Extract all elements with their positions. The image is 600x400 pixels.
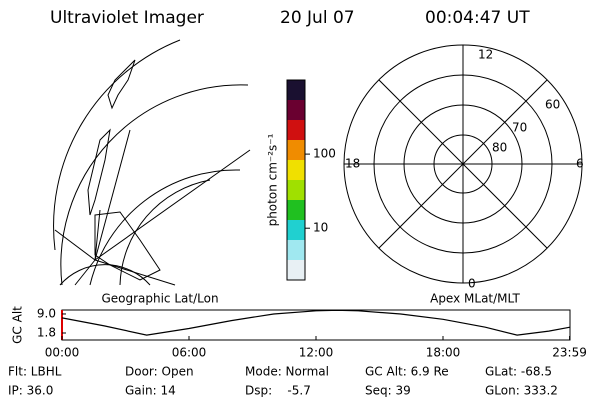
ring-label: 80 xyxy=(492,141,507,155)
status-field: IP: 36.0 xyxy=(8,384,53,398)
status-field: Flt: LBHL xyxy=(8,365,62,379)
alt-plot-frame xyxy=(61,309,571,341)
colorbar-tick-label: 10 xyxy=(313,221,328,235)
x-tick-label: 12:00 xyxy=(299,346,334,360)
colorbar-tick-label: 100 xyxy=(313,147,336,161)
colorbar-label: photon cm⁻²s⁻¹ xyxy=(266,133,280,226)
map-caption: Geographic Lat/Lon xyxy=(101,292,218,306)
polar-caption: Apex MLat/MLT xyxy=(430,292,520,306)
polar-grid xyxy=(343,44,583,284)
date: 20 Jul 07 xyxy=(280,8,355,28)
altitude-line xyxy=(61,309,571,336)
y-tick-label: 9.0 xyxy=(37,306,56,320)
time: 00:04:47 UT xyxy=(425,8,530,28)
status-field: Door: Open xyxy=(125,365,194,379)
y-tick-label: 1.8 xyxy=(37,325,56,339)
mlt-label: 12 xyxy=(478,48,493,62)
x-tick-label: 06:00 xyxy=(172,346,207,360)
status-field: Gain: 14 xyxy=(125,384,176,398)
mlt-label: 0 xyxy=(468,277,476,291)
status-field: GLon: 333.2 xyxy=(485,384,558,398)
x-tick-label: 18:00 xyxy=(426,346,461,360)
geographic-map xyxy=(53,39,251,286)
x-tick-label: 23:59 xyxy=(552,346,587,360)
x-tick-label: 00:00 xyxy=(45,346,80,360)
mlt-label: 6 xyxy=(576,157,584,171)
mlt-label: 18 xyxy=(345,157,360,171)
instrument: Ultraviolet Imager xyxy=(50,8,204,28)
status-field: Dsp: -5.7 xyxy=(245,384,311,398)
status-field: GLat: -68.5 xyxy=(485,365,552,379)
status-field: GC Alt: 6.9 Re xyxy=(365,365,449,379)
y-axis-label: GC Alt xyxy=(11,306,25,344)
colorbar xyxy=(286,79,306,281)
ring-label: 60 xyxy=(545,98,560,112)
status-field: Seq: 39 xyxy=(365,384,411,398)
status-field: Mode: Normal xyxy=(245,365,329,379)
ring-label: 70 xyxy=(512,121,527,135)
